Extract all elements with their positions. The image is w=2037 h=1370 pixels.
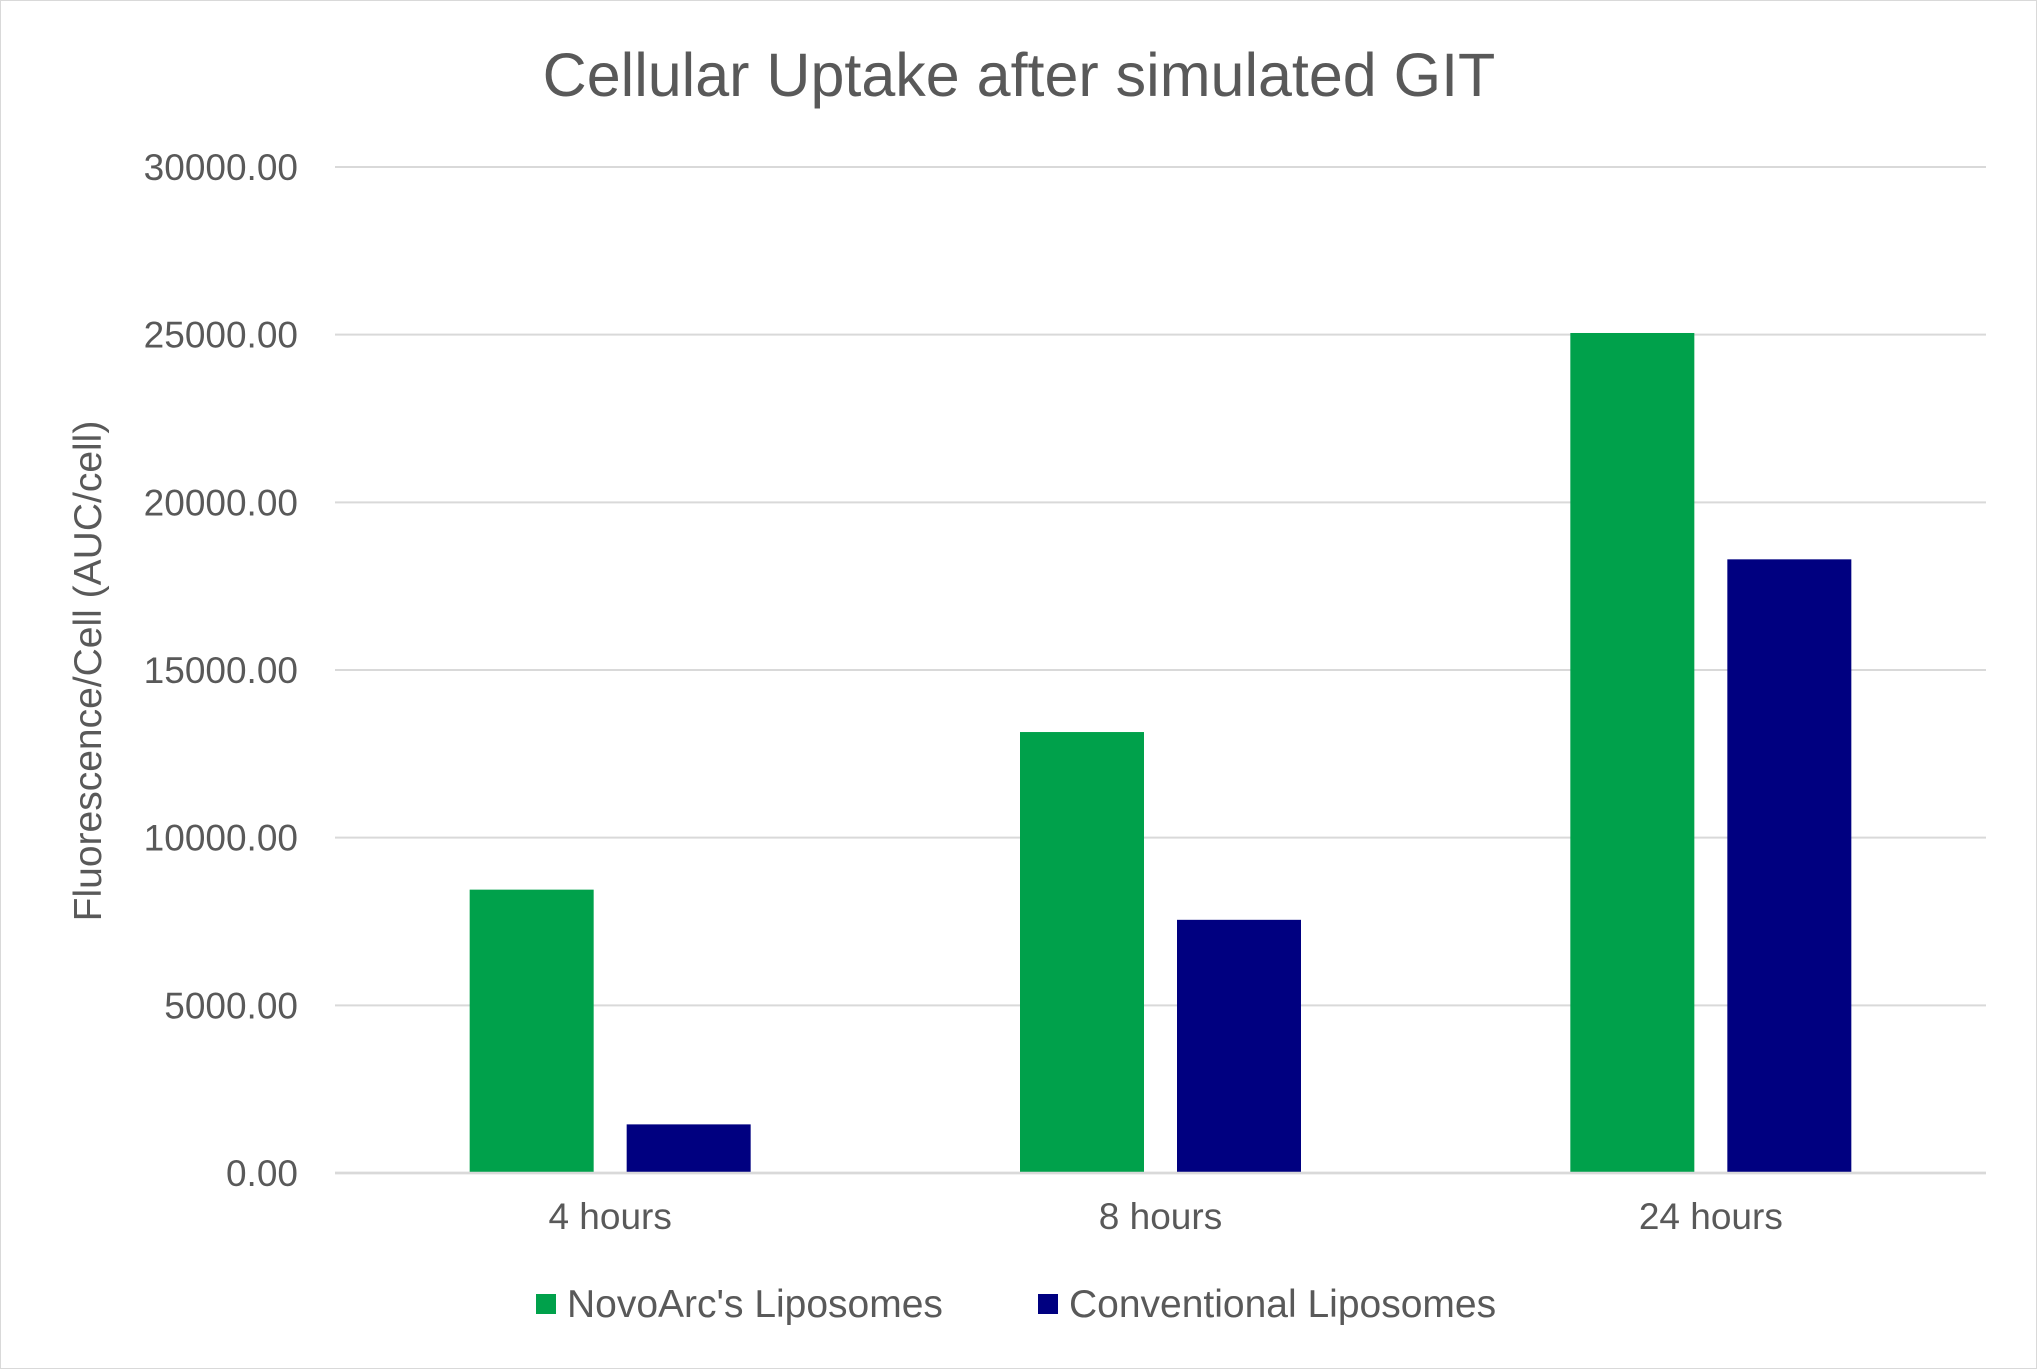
legend-item-conventional: Conventional Liposomes [1038,1283,1496,1326]
bar-conventional-1 [1177,919,1301,1173]
bar-conventional-2 [1727,559,1852,1173]
y-axis-title: Fluorescence/Cell (AUC/cell) [67,421,110,922]
bar-conventional-0 [626,1124,751,1173]
bars [335,332,1986,1175]
y-tick-label: 15000.00 [144,650,298,691]
legend: NovoArc's Liposomes Conventional Liposome… [536,1283,1496,1326]
legend-label: Conventional Liposomes [1069,1283,1496,1326]
legend-swatch [1038,1294,1058,1314]
legend-label: NovoArc's Liposomes [567,1283,943,1326]
x-axis-tick-labels: 4 hours 8 hours 24 hours [548,1196,1782,1237]
legend-item-novoarc: NovoArc's Liposomes [536,1283,943,1326]
y-tick-label: 25000.00 [144,315,298,356]
y-tick-label: 20000.00 [144,482,298,523]
x-tick-label: 8 hours [1099,1196,1222,1237]
bar-novoarc-2 [1570,332,1695,1173]
chart-title: Cellular Uptake after simulated GIT [543,41,1496,109]
y-tick-label: 0.00 [226,1153,298,1194]
y-tick-label: 30000.00 [144,147,298,188]
y-tick-label: 5000.00 [164,985,298,1026]
legend-swatch [536,1294,556,1314]
y-axis-tick-labels: 0.00 5000.00 10000.00 15000.00 20000.00 25000… [144,147,298,1194]
bar-novoarc-0 [469,889,594,1173]
y-tick-label: 10000.00 [144,818,298,859]
x-tick-label: 24 hours [1639,1196,1783,1237]
bar-novoarc-1 [1020,732,1144,1173]
x-tick-label: 4 hours [548,1196,671,1237]
